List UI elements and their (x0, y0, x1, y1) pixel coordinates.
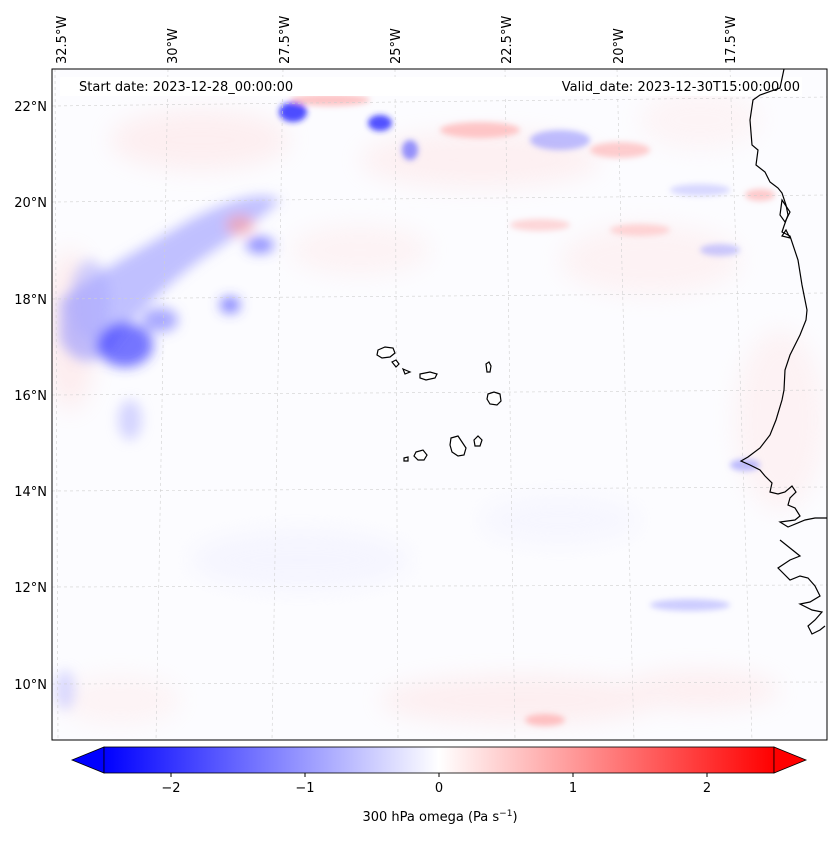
lat-label: 20°N (14, 196, 47, 211)
lon-label: 27.5°W (278, 16, 293, 64)
coastline (739, 68, 827, 635)
lat-label: 10°N (14, 678, 47, 693)
lon-label: 32.5°W (55, 16, 70, 64)
start-date-label: Start date: 2023-12-28_00:00:00 (79, 80, 293, 95)
lat-label: 18°N (14, 293, 47, 308)
colorbar: −2 −1 0 1 2 300 hPa omega (Pa s−1) (70, 746, 808, 825)
colorbar-label: 300 hPa omega (Pa s−1) (362, 809, 517, 825)
colorbar-extend-max (773, 746, 808, 774)
latitude-labels: 22°N 20°N 18°N 16°N 14°N 12°N 10°N (14, 100, 47, 693)
map-panel: Start date: 2023-12-28_00:00:00 Valid_da… (51, 68, 828, 741)
lon-label: 20°W (612, 28, 627, 64)
colorbar-body (103, 746, 775, 774)
longitude-labels: 32.5°W 30°W 27.5°W 25°W 22.5°W 20°W 17.5… (55, 16, 739, 64)
lon-label: 30°W (166, 28, 181, 64)
omega-field (52, 90, 825, 726)
colorbar-tick: −1 (295, 781, 314, 796)
colorbar-tick: 2 (703, 781, 711, 796)
lat-label: 16°N (14, 389, 47, 404)
islands (376, 346, 502, 462)
lat-label: 22°N (14, 100, 47, 115)
lon-label: 25°W (389, 28, 404, 64)
lat-label: 14°N (14, 485, 47, 500)
graticule (52, 69, 827, 740)
colorbar-tick: −2 (161, 781, 180, 796)
colorbar-tick: 0 (435, 781, 443, 796)
lon-label: 17.5°W (724, 16, 739, 64)
colorbar-extend-min (70, 746, 105, 774)
valid-date-label: Valid_date: 2023-12-30T15:00:00.00 (562, 80, 800, 95)
colorbar-tick: 1 (569, 781, 577, 796)
lon-label: 22.5°W (500, 16, 515, 64)
lat-label: 12°N (14, 581, 47, 596)
